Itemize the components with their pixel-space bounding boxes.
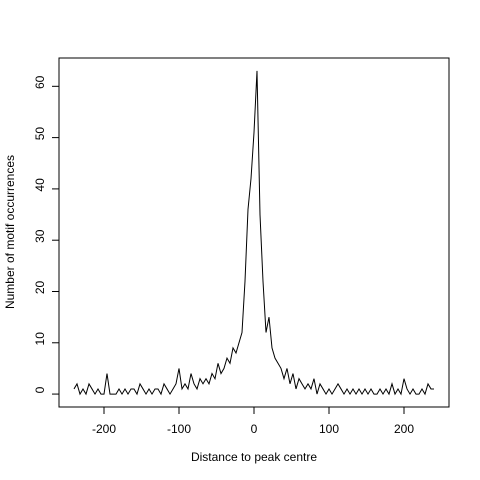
x-axis-label: Distance to peak centre xyxy=(191,450,317,464)
y-tick-label: 60 xyxy=(33,75,47,89)
x-tick-label: 200 xyxy=(394,422,414,436)
plot-frame xyxy=(58,57,450,408)
y-tick-label: 30 xyxy=(33,229,47,243)
y-tick-label: 20 xyxy=(33,280,47,294)
x-tick-label: 100 xyxy=(319,422,339,436)
y-tick-label: 40 xyxy=(33,178,47,192)
data-line xyxy=(73,70,434,396)
x-tick-label: -100 xyxy=(167,422,191,436)
y-tick-label: 0 xyxy=(33,386,47,393)
y-tick-label: 50 xyxy=(33,127,47,141)
x-tick-label: 0 xyxy=(251,422,258,436)
x-tick-label: -200 xyxy=(92,422,116,436)
y-tick-label: 10 xyxy=(33,332,47,346)
y-axis-label: Number of motif occurrences xyxy=(3,155,17,309)
